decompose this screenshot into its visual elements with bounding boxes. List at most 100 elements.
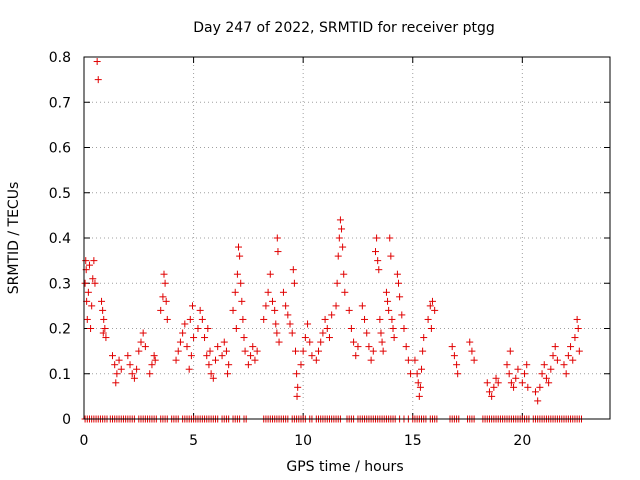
data-point: [376, 315, 384, 323]
data-point: [299, 347, 307, 355]
y-tick-label: 0.1: [49, 367, 71, 383]
data-point: [328, 311, 336, 319]
data-point: [492, 374, 500, 382]
data-point: [222, 347, 230, 355]
data-point: [91, 279, 99, 287]
data-point: [187, 352, 195, 360]
data-point: [321, 315, 329, 323]
data-point: [547, 365, 555, 373]
data-point: [540, 361, 548, 369]
data-point: [573, 315, 581, 323]
data-point: [415, 392, 423, 400]
data-point: [338, 225, 346, 233]
data-point: [317, 338, 325, 346]
data-point: [163, 315, 171, 323]
data-point: [90, 257, 98, 265]
tick-labels: 0 0.1 0.2 0.3 0.4 0.5 0.6 0.7 0.8 0 5 10 15 20: [49, 50, 532, 449]
data-point: [567, 343, 575, 351]
data-point: [81, 279, 89, 287]
data-point: [304, 320, 312, 328]
data-point: [562, 370, 570, 378]
data-point: [126, 361, 134, 369]
data-point: [188, 302, 196, 310]
data-point: [454, 370, 462, 378]
data-point: [93, 58, 101, 66]
x-axis-label: GPS time / hours: [286, 459, 403, 475]
axis-ticks: [83, 56, 610, 420]
data-points: [81, 58, 586, 423]
data-point: [301, 334, 309, 342]
y-tick-label: 0: [62, 412, 71, 428]
data-point: [201, 334, 209, 342]
data-point: [139, 329, 147, 337]
data-point: [379, 347, 387, 355]
data-point: [157, 306, 165, 314]
data-point: [427, 325, 435, 332]
data-point: [224, 370, 232, 378]
data-point: [507, 379, 515, 387]
data-point: [229, 306, 237, 314]
data-point: [293, 392, 301, 400]
data-point: [111, 361, 119, 369]
data-point: [485, 388, 493, 396]
data-point: [488, 392, 496, 400]
data-point: [536, 383, 544, 391]
data-point: [88, 302, 96, 310]
data-point: [523, 361, 531, 369]
data-point: [293, 370, 301, 378]
data-point: [206, 347, 214, 355]
data-point: [176, 338, 184, 346]
data-point: [358, 302, 366, 310]
data-point: [162, 297, 170, 305]
data-point: [128, 370, 136, 378]
data-point: [214, 343, 222, 351]
y-tick-label: 0.3: [49, 276, 71, 292]
data-point: [232, 325, 240, 332]
data-point: [148, 361, 156, 369]
data-point: [413, 370, 421, 378]
data-point: [99, 329, 107, 337]
data-point: [238, 297, 246, 305]
data-point: [286, 320, 294, 328]
data-point: [503, 361, 511, 369]
x-tick-label: 5: [189, 433, 198, 449]
data-point: [308, 352, 316, 360]
data-point: [404, 356, 412, 364]
data-point: [273, 234, 281, 242]
data-point: [83, 315, 91, 323]
data-point: [174, 347, 182, 355]
data-point: [172, 356, 180, 364]
data-point: [361, 315, 369, 323]
data-point: [237, 279, 245, 287]
data-point: [130, 374, 138, 382]
data-point: [367, 356, 375, 364]
data-point: [333, 279, 341, 287]
data-point: [341, 288, 349, 296]
data-point: [538, 370, 546, 378]
data-point: [564, 352, 572, 360]
grid: [84, 57, 610, 419]
data-point: [150, 352, 158, 360]
data-point: [271, 306, 279, 314]
data-point: [365, 343, 373, 351]
x-tick-label: 20: [513, 433, 531, 449]
data-point: [505, 370, 513, 378]
data-point: [220, 338, 228, 346]
data-point: [272, 320, 280, 328]
data-point: [203, 352, 211, 360]
data-point: [262, 302, 270, 310]
data-point: [275, 338, 283, 346]
data-point: [534, 397, 542, 405]
data-point: [571, 334, 579, 342]
data-point: [382, 288, 390, 296]
data-point: [274, 248, 282, 256]
data-point: [400, 325, 408, 332]
data-point: [388, 315, 396, 323]
data-point: [375, 266, 383, 274]
data-point: [378, 338, 386, 346]
y-tick-label: 0.8: [49, 50, 71, 66]
data-point: [416, 383, 424, 391]
data-point: [490, 383, 498, 391]
data-point: [151, 356, 159, 364]
data-point: [290, 279, 298, 287]
